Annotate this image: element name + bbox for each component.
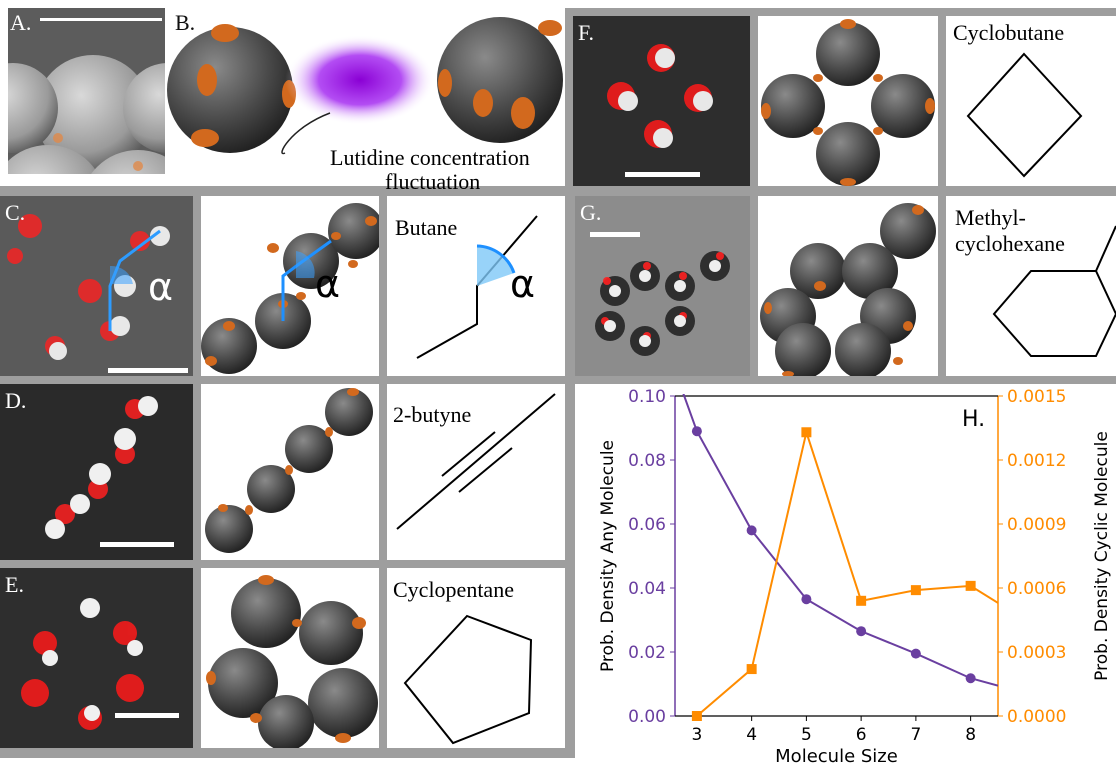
cyclopentane-label: Cyclopentane — [393, 577, 514, 602]
panel-c-micrograph — [0, 196, 193, 376]
x-tick-label: 6 — [856, 725, 867, 745]
frame-row-e-top — [0, 560, 565, 568]
series-1-point — [746, 664, 757, 675]
panel-d-scale-bar — [100, 542, 174, 547]
methylcyclohexane-label-line1: Methyl- — [955, 205, 1026, 230]
frame-right-row-g — [565, 376, 1116, 384]
right-colloid — [437, 17, 563, 143]
butane-label: Butane — [395, 215, 458, 240]
panel-e-scale-bar — [115, 713, 179, 718]
y-left-tick-label: 0.02 — [628, 643, 666, 663]
frame-row-d-top — [0, 376, 565, 384]
panel-d-render — [205, 388, 373, 553]
panel-a-label: A. — [10, 10, 32, 35]
x-tick-label: 3 — [691, 725, 702, 745]
series-0-point — [910, 648, 921, 659]
panel-g-render — [760, 203, 936, 376]
y-right-tick-label: 0.0006 — [1007, 579, 1066, 599]
series-1-point — [965, 580, 976, 591]
panel-g-scale-bar — [590, 232, 640, 237]
frame-cell-divider-f1 — [750, 8, 758, 384]
series-1-line — [696, 428, 998, 717]
x-tick-label: 8 — [965, 725, 976, 745]
x-tick-label: 4 — [746, 725, 757, 745]
frame-left-bottom — [0, 748, 575, 758]
panel-b-label: B. — [175, 10, 196, 35]
panel-f-label: F. — [578, 20, 594, 45]
frame-cell-divider-c2 — [379, 186, 387, 756]
cyclopentane-skeleton — [403, 614, 533, 745]
panel-a-scale-bar — [40, 18, 162, 21]
series-1-point — [910, 585, 921, 596]
y-left-tick-label: 0.08 — [628, 451, 666, 471]
panel-e-render — [206, 575, 378, 748]
series-0-point — [965, 673, 976, 684]
series-1-point — [801, 427, 812, 438]
series-1-point — [691, 711, 702, 721]
y-right-tick-label: 0.0000 — [1007, 707, 1066, 727]
y-right-tick-label: 0.0003 — [1007, 643, 1066, 663]
left-colloid — [167, 27, 293, 153]
x-tick-label: 7 — [910, 725, 921, 745]
methylcyclohexane-label-line2: cyclohexane — [955, 231, 1065, 256]
frame-right-col-divider — [565, 8, 573, 188]
y-right-tick-label: 0.0015 — [1007, 387, 1066, 407]
frame-cell-divider-c1 — [193, 186, 201, 756]
panel-e-label: E. — [5, 572, 24, 597]
y-left-tick-label: 0.00 — [628, 707, 666, 727]
panel-c-render — [201, 203, 379, 374]
panel-b-diagram — [167, 17, 563, 155]
lutidine-cloud — [285, 35, 435, 125]
frame-row-c-top — [0, 186, 1116, 196]
panel-g-micrograph — [575, 196, 750, 376]
series-0-point — [856, 626, 867, 637]
2-butyne-label: 2-butyne — [393, 402, 472, 427]
series-0-point — [801, 594, 812, 605]
series-1-point — [856, 595, 867, 606]
panel-h-label: H. — [962, 407, 985, 432]
frame-left-vertical — [565, 186, 575, 756]
y-left-tick-label: 0.10 — [628, 387, 666, 407]
frame-cell-divider-f2 — [938, 8, 946, 384]
panel-g-label: G. — [580, 200, 602, 225]
panel-b-caption-line1: Lutidine concentration — [330, 145, 530, 170]
panel-a-sem-image — [8, 8, 165, 174]
panel-d-label: D. — [5, 388, 27, 413]
panel-f-scale-bar — [625, 172, 700, 177]
2-butyne-skeleton — [396, 393, 556, 530]
y-left-axis-label: Prob. Density Any Molecule — [598, 440, 618, 672]
butane-skeleton — [416, 215, 538, 359]
butane-alpha: α — [510, 262, 536, 306]
panel-f-render — [761, 19, 935, 186]
panel-c-label: C. — [5, 200, 26, 225]
panel-c-alpha: α — [148, 265, 174, 309]
panel-f-micrograph — [573, 16, 750, 186]
y-right-tick-label: 0.0009 — [1007, 515, 1066, 535]
series-0-line — [682, 394, 998, 687]
panel-a-spheres — [8, 8, 165, 174]
y-right-axis-label: Prob. Density Cyclic Molecule — [1092, 431, 1112, 681]
x-tick-label: 5 — [801, 725, 812, 745]
series-0-point — [746, 525, 757, 536]
panel-e-micrograph — [0, 568, 193, 748]
series-0-point — [691, 426, 702, 437]
cyclobutane-label: Cyclobutane — [953, 20, 1065, 45]
y-left-tick-label: 0.04 — [628, 579, 666, 599]
x-axis-label: Molecule Size — [775, 746, 898, 766]
panel-b-caption-line2: fluctuation — [385, 169, 481, 194]
panel-c-scale-bar — [108, 368, 188, 373]
panel-d-micrograph — [0, 384, 193, 560]
cyclobutane-skeleton — [966, 52, 1083, 178]
panel-c-render-alpha: α — [315, 262, 341, 306]
y-left-tick-label: 0.06 — [628, 515, 666, 535]
y-right-tick-label: 0.0012 — [1007, 451, 1066, 471]
frame-top-right — [565, 8, 1116, 16]
methylcyclohexane-skeleton — [992, 225, 1116, 357]
panel-h-chart: 3 4 5 6 7 8 Molecule Size 0.00 0.02 0.04 0.06 0.08 0… — [598, 387, 1112, 766]
